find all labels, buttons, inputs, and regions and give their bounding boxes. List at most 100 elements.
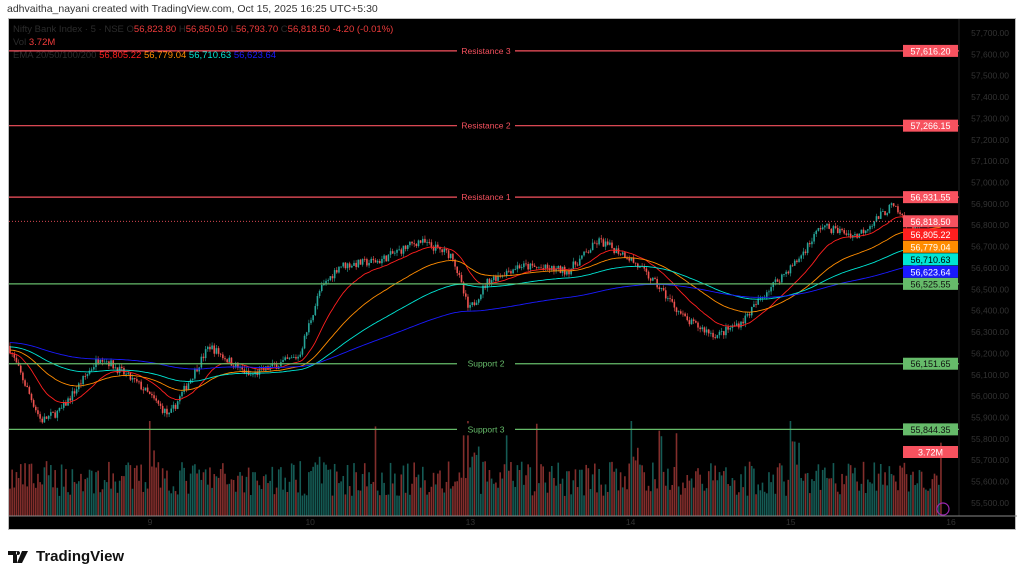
volume-bar: [60, 464, 63, 516]
ema-price-tag: 56,623.64: [910, 267, 950, 277]
volume-bar: [185, 480, 188, 516]
volume-bar: [652, 462, 654, 516]
volume-bar: [110, 488, 112, 516]
candle-body: [127, 372, 130, 374]
volume-bar: [903, 462, 906, 516]
volume-bar: [200, 479, 203, 516]
candle-body: [686, 316, 689, 321]
volume-bar: [854, 467, 856, 516]
volume-bar: [514, 486, 517, 516]
volume-bar: [660, 436, 663, 516]
candle-body: [465, 293, 467, 297]
volume-bar: [680, 494, 682, 516]
volume-bar: [299, 461, 302, 516]
volume-bar: [9, 488, 11, 516]
candle-body: [125, 373, 127, 375]
volume-bar: [830, 478, 833, 516]
volume-bar: [596, 492, 598, 516]
volume-bar: [409, 494, 411, 516]
volume-bar: [265, 474, 267, 516]
volume-bar: [821, 469, 824, 516]
ema-label[interactable]: EMA 20/50/100/200: [13, 50, 97, 61]
candle-body: [570, 268, 572, 275]
candle-body: [394, 252, 396, 254]
volume-bar: [789, 421, 792, 516]
candle-body: [50, 412, 52, 416]
level-price-tag: 56,525.55: [910, 279, 950, 289]
price-tick: 56,700.00: [971, 242, 1009, 252]
volume-bar: [609, 462, 611, 516]
volume-bar: [327, 469, 329, 516]
candle-body: [88, 370, 91, 375]
volume-bar: [600, 484, 603, 516]
candle-body: [716, 335, 719, 338]
volume-bar: [277, 469, 280, 516]
volume-bar: [434, 484, 437, 516]
volume-bar: [47, 475, 50, 516]
volume-bar: [179, 470, 181, 516]
volume-bar: [286, 491, 289, 516]
candle-body: [129, 372, 132, 380]
candle-body: [821, 227, 824, 230]
volume-bar: [228, 483, 231, 516]
candle-body: [867, 229, 869, 231]
volume-bar: [581, 469, 583, 516]
volume-bar: [916, 483, 919, 516]
candle-body: [647, 271, 650, 279]
candle-body: [673, 301, 676, 308]
candle-body: [250, 374, 252, 376]
level-label: Resistance 3: [461, 46, 510, 56]
volume-bar: [26, 486, 28, 516]
candle-body: [856, 234, 858, 238]
volume-bar: [445, 481, 448, 516]
candle-body: [561, 266, 564, 273]
candle-body: [376, 260, 379, 263]
candle-body: [632, 257, 635, 263]
volume-bar: [288, 481, 291, 516]
volume-bar: [374, 426, 377, 516]
volume-bar: [114, 481, 117, 516]
volume-bar: [28, 464, 31, 516]
level-price-tag: 55,844.35: [910, 425, 950, 435]
ema100-value: 56,710.63: [188, 50, 232, 61]
candle-body: [15, 357, 18, 363]
volume-bar: [763, 491, 766, 516]
candle-body: [396, 249, 398, 253]
volume-bar: [544, 482, 547, 516]
candle-body: [415, 244, 418, 247]
volume-bar: [529, 467, 532, 516]
candle-body: [606, 241, 609, 245]
volume-bar: [116, 492, 119, 516]
candle-body: [789, 265, 792, 274]
candle-body: [594, 242, 596, 244]
volume-bar: [301, 495, 304, 516]
volume-bar: [886, 485, 888, 516]
volume-bar: [566, 471, 568, 516]
candlestick-chart[interactable]: 57,700.00 57,600.00 57,500.00 57,400.00 57,3…: [9, 19, 1017, 531]
candle-body: [355, 262, 357, 268]
candle-body: [705, 329, 708, 333]
volume-bar: [123, 476, 125, 516]
candle-body: [207, 346, 209, 350]
volume-bar: [686, 475, 689, 516]
volume-bar: [189, 473, 192, 516]
candle-body: [546, 264, 549, 269]
candle-body: [654, 277, 656, 279]
symbol-name[interactable]: Nifty Bank Index · 5 · NSE: [13, 24, 124, 35]
volume-bar: [619, 472, 622, 516]
volume-bar: [602, 495, 605, 516]
candle-body: [768, 291, 770, 293]
volume-bar: [559, 483, 562, 516]
volume-bar: [196, 473, 198, 516]
volume-bar: [656, 488, 658, 516]
candle-body: [19, 365, 22, 373]
chart-panel[interactable]: 57,700.00 57,600.00 57,500.00 57,400.00 57,3…: [8, 18, 1017, 531]
volume-bar: [929, 488, 931, 516]
time-tick: 14: [626, 517, 636, 527]
volume-bar: [753, 468, 755, 516]
candle-body: [60, 407, 63, 409]
volume-bar: [293, 464, 295, 516]
volume-bar: [860, 483, 863, 516]
candle-body: [669, 298, 671, 300]
volume-bar: [718, 472, 721, 516]
